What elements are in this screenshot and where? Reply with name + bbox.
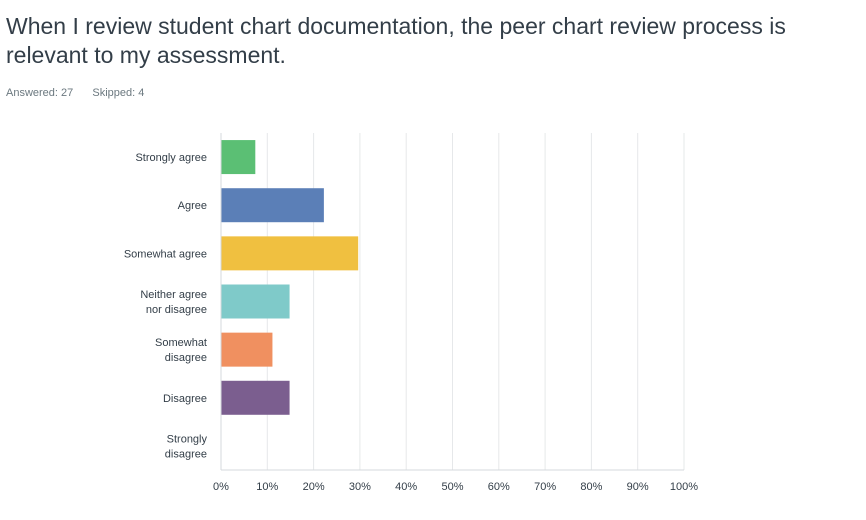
bar-0 xyxy=(221,140,256,175)
x-tick-label-70: 70% xyxy=(534,481,556,493)
skipped-label: Skipped: xyxy=(92,87,136,99)
grid-lines xyxy=(266,133,685,470)
x-tick-label-40: 40% xyxy=(395,481,417,493)
category-label-6-0: Strongly xyxy=(167,433,208,445)
bar-4 xyxy=(221,332,273,367)
bar-3 xyxy=(221,284,290,319)
bar-2 xyxy=(221,236,359,271)
answered-stat: Answered: 27 xyxy=(6,87,73,99)
category-label-4-1: disagree xyxy=(165,352,207,364)
x-tick-label-90: 90% xyxy=(627,481,649,493)
x-tick-label-50: 50% xyxy=(441,481,463,493)
category-label-3-1: nor disagree xyxy=(146,304,207,316)
category-label-5-0: Disagree xyxy=(163,393,207,405)
skipped-stat: Skipped: 4 xyxy=(92,87,144,99)
response-stats: Answered: 27 Skipped: 4 xyxy=(6,87,144,99)
x-tick-label-80: 80% xyxy=(580,481,602,493)
x-tick-label-100: 100% xyxy=(670,481,698,493)
x-tick-label-20: 20% xyxy=(303,481,325,493)
bar-1 xyxy=(221,188,324,223)
bars xyxy=(221,140,359,415)
category-label-6-1: disagree xyxy=(165,448,207,460)
category-label-3-0: Neither agree xyxy=(140,289,207,301)
x-tick-label-10: 10% xyxy=(256,481,278,493)
category-label-2-0: Somewhat agree xyxy=(124,248,207,260)
question-title: When I review student chart documentatio… xyxy=(6,13,786,68)
skipped-count: 4 xyxy=(138,87,145,99)
category-label-4-0: Somewhat xyxy=(155,337,207,349)
x-tick-label-30: 30% xyxy=(349,481,371,493)
category-label-0-0: Strongly agree xyxy=(135,152,207,164)
category-label-1-0: Agree xyxy=(178,200,207,212)
x-tick-label-0: 0% xyxy=(213,481,229,493)
answered-label: Answered: xyxy=(6,87,58,99)
bar-5 xyxy=(221,380,290,415)
answered-count: 27 xyxy=(61,87,74,99)
x-tick-label-60: 60% xyxy=(488,481,510,493)
x-axis: 0% 10% 20% 30% 40% 50% 60% 70% 80% 90% 100% xyxy=(213,133,698,493)
category-labels: Strongly agree Agree Somewhat agree Neither… xyxy=(124,152,208,460)
